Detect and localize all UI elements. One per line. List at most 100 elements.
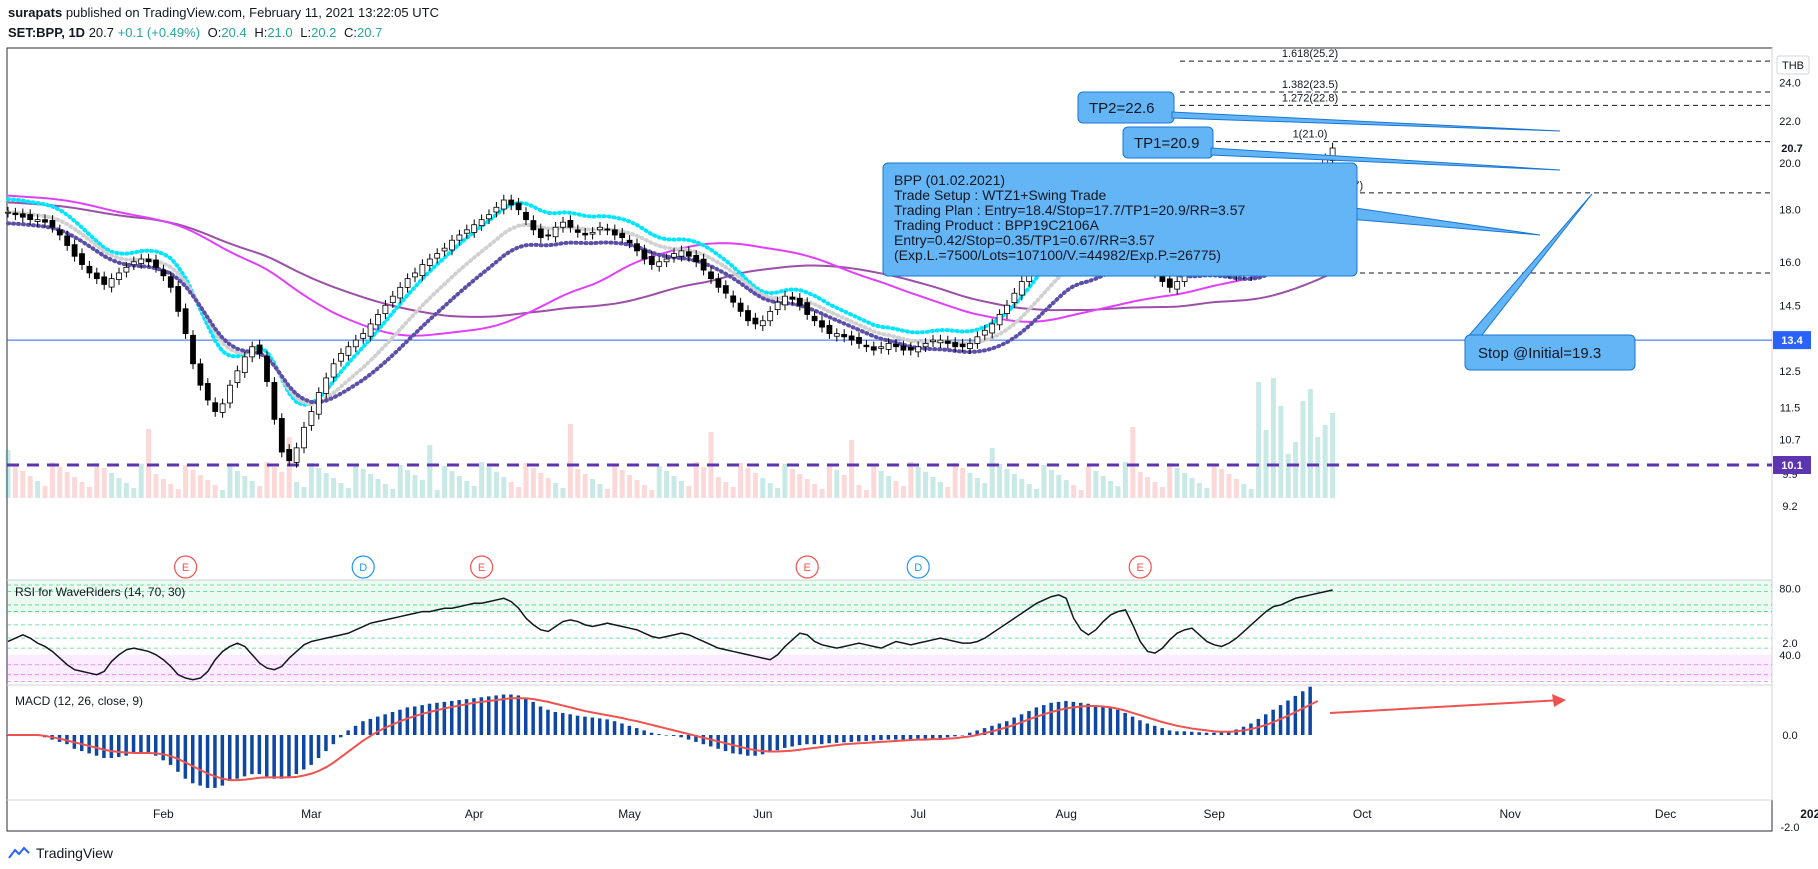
volume-bar-112 [834,470,840,498]
tp2-callout-pointer [1171,111,1561,132]
macd-hist-bar-116 [864,735,868,741]
volume-bar-70 [523,463,529,498]
volume-bar-161 [1196,483,1202,498]
candle-body-13 [101,276,108,285]
candle-body-123 [915,346,922,353]
macd-hist-bar-112 [834,735,839,743]
macd-hist-bar-33 [250,735,254,775]
volume-bar-11 [86,487,92,498]
rsi-pane: RSI for WaveRiders (14, 70, 30) 80.0 40.0 [7,579,1801,682]
candle-body-131 [974,336,981,344]
macd-hist-bar-99 [738,735,743,755]
candle-body-73 [545,234,552,237]
volume-bar-46 [345,488,351,498]
macd-hist-bar-22 [168,735,173,765]
volume-bar-170 [1263,430,1269,498]
candle-body-81 [604,228,611,231]
tp2-callout-box [1077,91,1175,124]
volume-bar-159 [1182,473,1188,498]
volume-bar-160 [1189,478,1195,498]
volume-bar-142 [1056,475,1062,498]
candle-body-90 [671,253,677,258]
macd-hist-bar-30 [228,735,232,781]
volume-bar-3 [27,476,33,498]
macd-hist-bar-160 [1190,731,1194,735]
candle-body-98 [730,295,737,303]
volume-bar-63 [471,486,477,498]
macd-hist-bar-102 [760,735,765,755]
volume-bar-22 [168,484,174,498]
candle-body-20 [153,259,159,268]
candle-body-87 [648,255,655,265]
macd-hist-bar-155 [1153,725,1157,735]
volume-bar-0 [5,450,11,498]
macd-hist-bar-13 [102,735,106,758]
macd-hist-bar-10 [80,735,84,752]
macd-hist-bar-51 [383,714,387,735]
volume-bar-89 [664,471,670,498]
candle-body-3 [27,214,34,221]
volume-bar-73 [545,478,551,498]
macd-hist-bar-15 [117,735,121,758]
volume-bar-41 [308,463,314,498]
candle-body-72 [537,228,544,238]
event-marker-letter-5: E [1137,562,1144,574]
volume-bar-55 [412,475,418,498]
macd-hist-bar-129 [960,735,965,736]
price-axis[interactable]: 24.022.020.018.016.014.512.511.510.79.99… [1773,55,1811,513]
time-axis[interactable]: FebMarAprMayJunJulAugSepOctNovDec2021Feb… [7,799,1818,821]
ma-line-1 [7,194,1334,337]
event-marker-circle-5 [1128,555,1152,579]
macd-hist-bar-154 [1145,723,1150,735]
event-marker-circle-1 [351,555,375,579]
candle-body-126 [937,339,944,344]
macd-hist-bar-83 [620,723,624,735]
low-label: L: [300,25,312,40]
macd-hist-bar-60 [450,700,454,735]
event-marker-letter-3: E [804,562,811,574]
plan-line-1: Trade Setup : WTZ1+Swing Trade [894,187,1107,203]
symbol-name[interactable]: SET:BPP, 1D [8,25,86,40]
plan-line-0: BPP (01.02.2021) [894,172,1005,188]
close-value: 20.7 [357,25,383,40]
macd-hist-bar-156 [1160,728,1164,735]
macd-hist-bar-92 [686,735,691,740]
volume-bar-92 [686,486,692,498]
candle-body-99 [737,302,744,312]
macd-divergence-line [1329,699,1563,714]
publisher-name[interactable]: surapats [8,5,63,20]
macd-hist-bar-76 [568,714,572,735]
macd-hist-bar-147 [1093,705,1098,735]
macd-hist-bar-17 [131,735,136,754]
volume-bar-5 [42,486,48,498]
volume-bar-115 [856,485,862,498]
macd-hist-bar-47 [353,725,358,735]
tp1-callout-box [1122,126,1214,159]
candle-body-84 [626,239,633,244]
macd-hist-bar-11 [87,735,91,754]
volume-bar-118 [878,471,884,498]
volume-bar-171 [1270,378,1276,498]
footer-brand[interactable]: TradingView [8,845,113,861]
macd-hist-bar-79 [590,717,595,735]
volume-bar-164 [1219,469,1225,498]
volume-bar-158 [1174,468,1180,498]
candle-body-43 [323,377,330,394]
plan-line-2: Trading Plan : Entry=18.4/Stop=17.7/TP1=… [894,202,1245,218]
plan-line-3: Trading Product : BPP19C2106A [894,217,1100,233]
macd-hist-bar-126 [938,735,942,739]
macd-hist-bar-84 [627,725,632,735]
macd-hist-bar-43 [324,735,328,752]
macd-hist-bar-136 [1012,717,1016,735]
last-price: 20.7 [88,25,115,40]
time-tick-6: Aug [1056,807,1077,821]
volume-bar-148 [1100,476,1106,498]
price-tick-10: 9.2 [1782,501,1797,513]
candle-body-39 [293,447,300,463]
candle-body-28 [212,402,219,412]
volume-bar-168 [1248,489,1254,498]
rsi-lower-band [7,654,1772,680]
volume-bar-31 [234,471,240,498]
volume-bar-72 [538,473,544,498]
